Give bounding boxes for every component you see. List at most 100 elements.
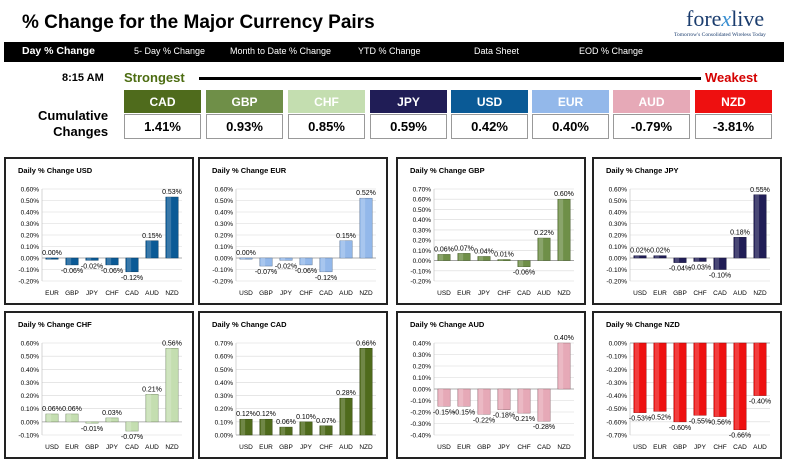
- bar-nzd: [359, 348, 373, 436]
- x-tick-label: JPY: [86, 290, 99, 297]
- chart-panel-cad: Daily % Change CAD 0.70% 0.60% 0.50% 0.40% 0.…: [198, 311, 388, 459]
- x-tick-label: AUD: [145, 444, 159, 451]
- y-tick-label: -0.20%: [410, 279, 431, 286]
- y-tick-label: 0.40%: [413, 341, 432, 348]
- bar-gbp: [259, 257, 273, 267]
- y-tick-label: 0.10%: [21, 406, 40, 413]
- logo-wordmark: forexlive: [686, 6, 764, 32]
- bar-aud: [537, 237, 551, 261]
- y-tick-label: 0.60%: [413, 197, 432, 204]
- bar-eur: [45, 257, 59, 260]
- bar-nzd: [165, 196, 179, 259]
- x-tick-label: CAD: [713, 290, 727, 297]
- data-label: -0.56%: [709, 420, 731, 427]
- y-tick-label: 0.60%: [21, 341, 40, 348]
- y-tick-label: 0.30%: [413, 352, 432, 359]
- x-tick-label: GBP: [477, 444, 491, 451]
- bar-nzd: [557, 198, 571, 261]
- currency-change-usd: 0.42%: [451, 114, 528, 139]
- x-tick-label: CHF: [105, 290, 118, 297]
- bar-gbp: [477, 388, 491, 415]
- tab-eod-change[interactable]: EOD % Change: [579, 46, 644, 56]
- cumulative-label-line2: Changes: [53, 124, 109, 139]
- x-tick-label: JPY: [280, 290, 293, 297]
- data-label: 0.56%: [162, 340, 182, 347]
- data-label: -0.04%: [669, 266, 691, 273]
- y-tick-label: -0.30%: [606, 380, 627, 387]
- y-tick-label: 0.00%: [413, 387, 432, 394]
- page-title: % Change for the Major Currency Pairs: [22, 12, 375, 33]
- y-tick-label: -0.10%: [18, 267, 39, 274]
- cumulative-changes-label: Cumulative Changes: [38, 108, 108, 140]
- chart-jpy: Daily % Change JPY 0.60% 0.50% 0.40% 0.30% 0.…: [606, 166, 770, 297]
- y-tick-label: 0.00%: [21, 256, 40, 263]
- x-tick-label: JPY: [498, 444, 511, 451]
- data-label: 0.07%: [316, 418, 336, 425]
- y-tick-label: 0.20%: [21, 393, 40, 400]
- x-tick-label: JPY: [694, 444, 707, 451]
- chart-panel-nzd: Daily % Change NZD 0.00% -0.10% -0.20% -0.30…: [592, 311, 782, 459]
- x-tick-label: CHF: [693, 290, 706, 297]
- chart-panel-usd: Daily % Change USD 0.60% 0.50% 0.40% 0.30% 0.…: [4, 157, 194, 305]
- y-tick-label: 0.10%: [215, 244, 234, 251]
- x-tick-label: AUD: [339, 444, 353, 451]
- x-tick-label: USD: [239, 290, 253, 297]
- x-tick-label: CAD: [125, 444, 139, 451]
- data-label: -0.60%: [669, 425, 691, 432]
- y-tick-label: 0.70%: [215, 341, 234, 348]
- y-tick-label: 0.70%: [413, 187, 432, 194]
- y-tick-label: 0.00%: [21, 419, 40, 426]
- tab-data-sheet[interactable]: Data Sheet: [474, 46, 520, 56]
- currency-code-aud: AUD: [613, 90, 690, 113]
- data-label: -0.12%: [121, 275, 143, 282]
- bar-aud: [339, 397, 353, 436]
- forexlive-logo[interactable]: forexlive Tomorrow's Consolidated Wirele…: [654, 6, 774, 40]
- data-label: 0.60%: [554, 191, 574, 198]
- tab-5-day-change[interactable]: 5- Day % Change: [134, 46, 206, 56]
- tab-ytd-change[interactable]: YTD % Change: [358, 46, 421, 56]
- bar-eur: [457, 388, 471, 407]
- x-tick-label: AUD: [753, 444, 767, 451]
- y-tick-label: -0.20%: [606, 279, 627, 286]
- x-tick-label: GBP: [65, 290, 79, 297]
- tab-month-to-date-change[interactable]: Month to Date % Change: [230, 46, 332, 56]
- x-tick-label: EUR: [653, 444, 667, 451]
- x-tick-label: CHF: [713, 444, 726, 451]
- bar-eur: [259, 418, 273, 436]
- logo-tagline: Tomorrow's Consolidated Wireless Today: [674, 32, 766, 38]
- currency-code-usd: USD: [451, 90, 528, 113]
- bar-usd: [239, 418, 253, 436]
- bar-cad: [319, 257, 333, 273]
- data-label: 0.06%: [42, 406, 62, 413]
- y-tick-label: 0.50%: [215, 367, 234, 374]
- x-tick-label: NZD: [359, 444, 373, 451]
- chart-title: Daily % Change CHF: [18, 320, 92, 329]
- y-tick-label: 0.60%: [609, 187, 628, 194]
- data-label: -0.18%: [493, 413, 515, 420]
- x-tick-label: CAD: [125, 290, 139, 297]
- y-tick-label: -0.10%: [410, 268, 431, 275]
- y-tick-label: -0.20%: [18, 279, 39, 286]
- bar-gbp: [85, 421, 99, 424]
- x-tick-label: EUR: [653, 290, 667, 297]
- tab-day-change[interactable]: Day % Change: [22, 45, 95, 57]
- currency-change-gbp: 0.93%: [206, 114, 283, 139]
- data-label: -0.66%: [729, 433, 751, 440]
- currency-change-chf: 0.85%: [288, 114, 365, 139]
- chart-title: Daily % Change GBP: [410, 166, 485, 175]
- data-label: 0.15%: [142, 233, 162, 240]
- x-tick-label: USD: [633, 290, 647, 297]
- bar-usd: [437, 388, 451, 407]
- data-label: -0.10%: [709, 273, 731, 280]
- bar-gbp: [279, 426, 293, 436]
- chart-panel-eur: Daily % Change EUR 0.60% 0.50% 0.40% 0.30% 0.…: [198, 157, 388, 305]
- chart-panel-gbp: Daily % Change GBP 0.70% 0.60% 0.50% 0.40% 0.…: [396, 157, 586, 305]
- chart-title: Daily % Change USD: [18, 166, 93, 175]
- y-tick-label: -0.10%: [18, 433, 39, 440]
- cumulative-label-line1: Cumulative: [38, 108, 109, 123]
- bar-chf: [693, 257, 707, 262]
- data-label: -0.06%: [61, 268, 83, 275]
- y-tick-label: -0.10%: [212, 267, 233, 274]
- bar-jpy: [105, 417, 119, 423]
- y-tick-label: 0.30%: [609, 221, 628, 228]
